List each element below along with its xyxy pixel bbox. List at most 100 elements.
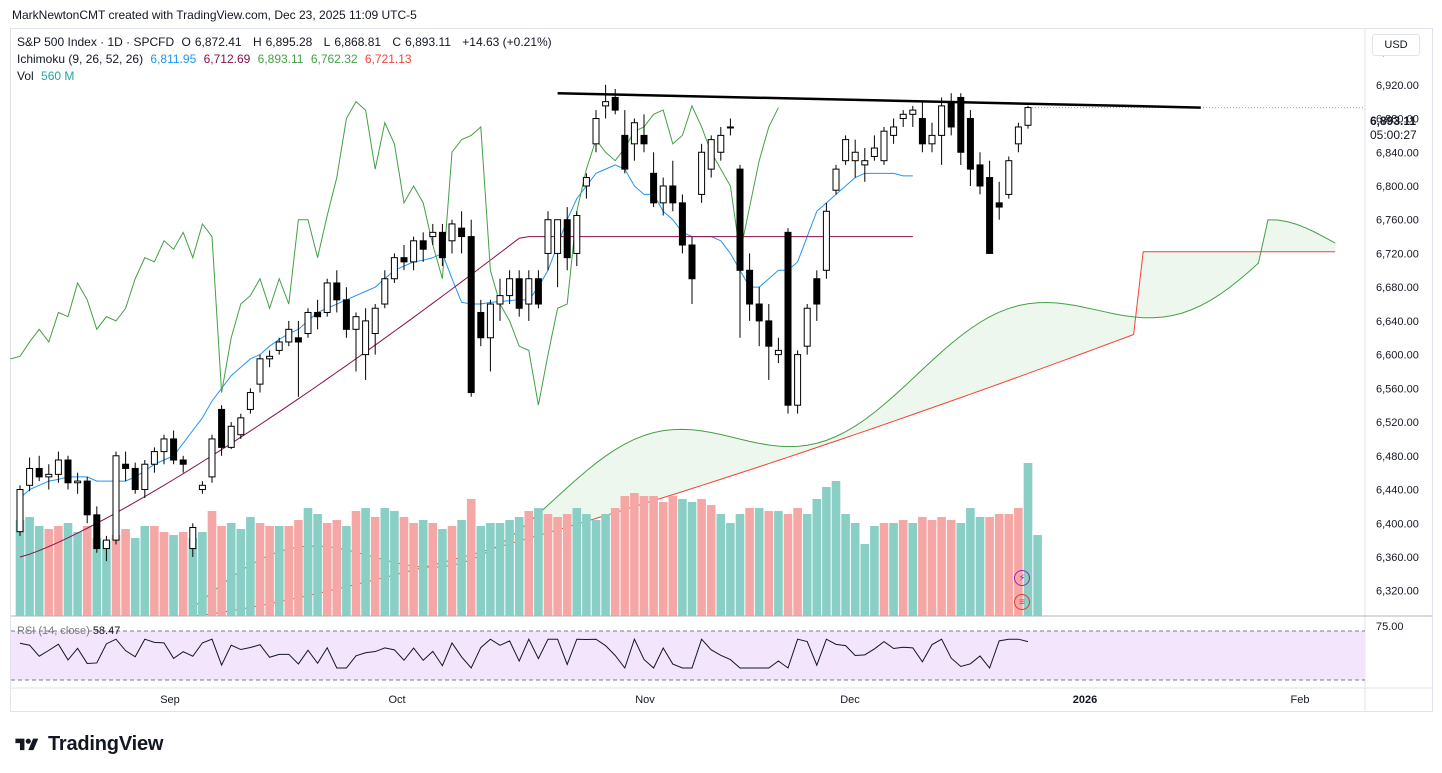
tradingview-logo[interactable]: TradingView <box>12 733 163 756</box>
candle-body <box>813 278 821 305</box>
candle-body <box>122 463 130 469</box>
candle-body <box>899 113 907 120</box>
candle-body <box>266 355 274 360</box>
candle-body <box>573 214 581 254</box>
candle-body <box>362 320 370 356</box>
volume-bar <box>294 520 303 616</box>
bar-countdown: 05:00:27 <box>1370 128 1417 142</box>
volume-bar <box>25 517 34 616</box>
currency-button[interactable]: USD <box>1372 34 1420 56</box>
rsi-legend[interactable]: RSI (14, close) 58.47 <box>17 625 120 637</box>
volume-bar <box>486 523 495 616</box>
candle-body <box>429 231 437 238</box>
volume-bar <box>639 496 649 616</box>
rsi-label[interactable]: RSI (14, close) <box>17 625 90 637</box>
flag-marker-icon[interactable]: ≡ <box>1014 594 1030 610</box>
rsi-upper-label: 75.00 <box>1376 621 1404 633</box>
volume-bar <box>390 511 399 616</box>
price-tick-label: 6,680.00 <box>1376 282 1419 294</box>
volume-label[interactable]: Vol <box>17 69 34 83</box>
candle-body <box>554 219 562 254</box>
candle-body <box>102 539 110 550</box>
time-tick-label: Feb <box>1291 694 1310 706</box>
candle-body <box>803 307 811 347</box>
candle-body <box>986 177 994 254</box>
volume-bar <box>850 523 860 616</box>
time-tick-label: Oct <box>388 694 405 706</box>
event-marker-icon[interactable]: ⚡ <box>1014 570 1030 586</box>
volume-bar <box>562 514 572 616</box>
volume-bar <box>735 514 745 616</box>
candle-body <box>458 227 466 238</box>
volume-bar <box>706 505 716 616</box>
candle-body <box>45 473 53 478</box>
volume-bar <box>150 526 159 616</box>
volume-bar <box>284 526 294 616</box>
symbol-title[interactable]: S&P 500 Index · 1D · SPCFD <box>17 35 175 49</box>
price-tick-label: 6,400.00 <box>1376 518 1419 530</box>
candle-body <box>438 231 446 259</box>
volume-bar <box>380 508 390 616</box>
volume-bar <box>409 523 418 616</box>
rsi-line <box>19 637 1029 670</box>
volume-bar <box>898 520 908 616</box>
candle-body <box>659 185 667 204</box>
candle-body <box>870 147 878 157</box>
candle-body <box>150 451 158 465</box>
volume-bar <box>764 511 774 616</box>
candle-body <box>390 257 398 280</box>
candles <box>16 84 1032 562</box>
candle-body <box>419 240 427 250</box>
volume-bar <box>620 496 630 616</box>
volume-legend[interactable]: Vol 560 M <box>17 69 78 83</box>
volume-bar <box>342 526 351 616</box>
ichimoku-label[interactable]: Ichimoku (9, 26, 52, 26) <box>17 52 144 66</box>
volume-bar <box>601 514 610 616</box>
candle-body <box>544 219 552 254</box>
volume-bar <box>82 526 92 616</box>
candle-body <box>746 269 754 305</box>
volume-bar <box>495 523 505 616</box>
price-change: +14.63 (+0.21%) <box>462 35 552 49</box>
candle-body <box>342 299 350 330</box>
candle-body <box>765 320 773 347</box>
volume-bar <box>591 520 601 616</box>
volume-bar <box>236 529 246 616</box>
volume-bar <box>361 508 370 616</box>
candle-body <box>381 278 389 305</box>
candle-body <box>621 134 629 170</box>
volume-bar <box>438 529 447 616</box>
candle-body <box>928 134 936 145</box>
price-tick-label: 6,440.00 <box>1376 485 1419 497</box>
volume-bar <box>1023 463 1033 616</box>
candle-body <box>938 105 946 136</box>
candle-body <box>275 341 283 351</box>
ichimoku-legend[interactable]: Ichimoku (9, 26, 52, 26) 6,811.95 6,712.… <box>17 52 416 66</box>
volume-bar <box>889 523 898 616</box>
candle-body <box>83 480 91 516</box>
ichimoku-tenkan-value: 6,811.95 <box>150 52 197 66</box>
ohlc-close: C 6,893.11 <box>392 35 451 49</box>
candle-body <box>918 118 926 145</box>
volume-bar <box>543 514 553 616</box>
volume-bar <box>418 520 428 616</box>
candle-body <box>726 126 734 129</box>
volume-bar <box>802 514 812 616</box>
volume-bar <box>505 520 514 616</box>
candle-body <box>448 223 456 242</box>
volume-bar <box>994 514 1004 616</box>
symbol-legend[interactable]: S&P 500 Index · 1D · SPCFD O 6,872.41 H 6,… <box>17 35 556 49</box>
volume-bar <box>514 517 524 616</box>
volume-bar <box>207 511 217 616</box>
volume-bar <box>908 523 918 616</box>
candle-body <box>35 467 43 478</box>
last-price: 6,893.11 <box>1370 114 1417 128</box>
candle-body <box>467 236 475 394</box>
candle-body <box>400 257 408 263</box>
volume-bar <box>870 526 879 616</box>
chart-frame[interactable] <box>10 28 1433 712</box>
volume-bar <box>140 526 150 616</box>
volume-bar <box>610 508 620 616</box>
chart-caption: MarkNewtonCMT created with TradingView.c… <box>12 8 417 22</box>
